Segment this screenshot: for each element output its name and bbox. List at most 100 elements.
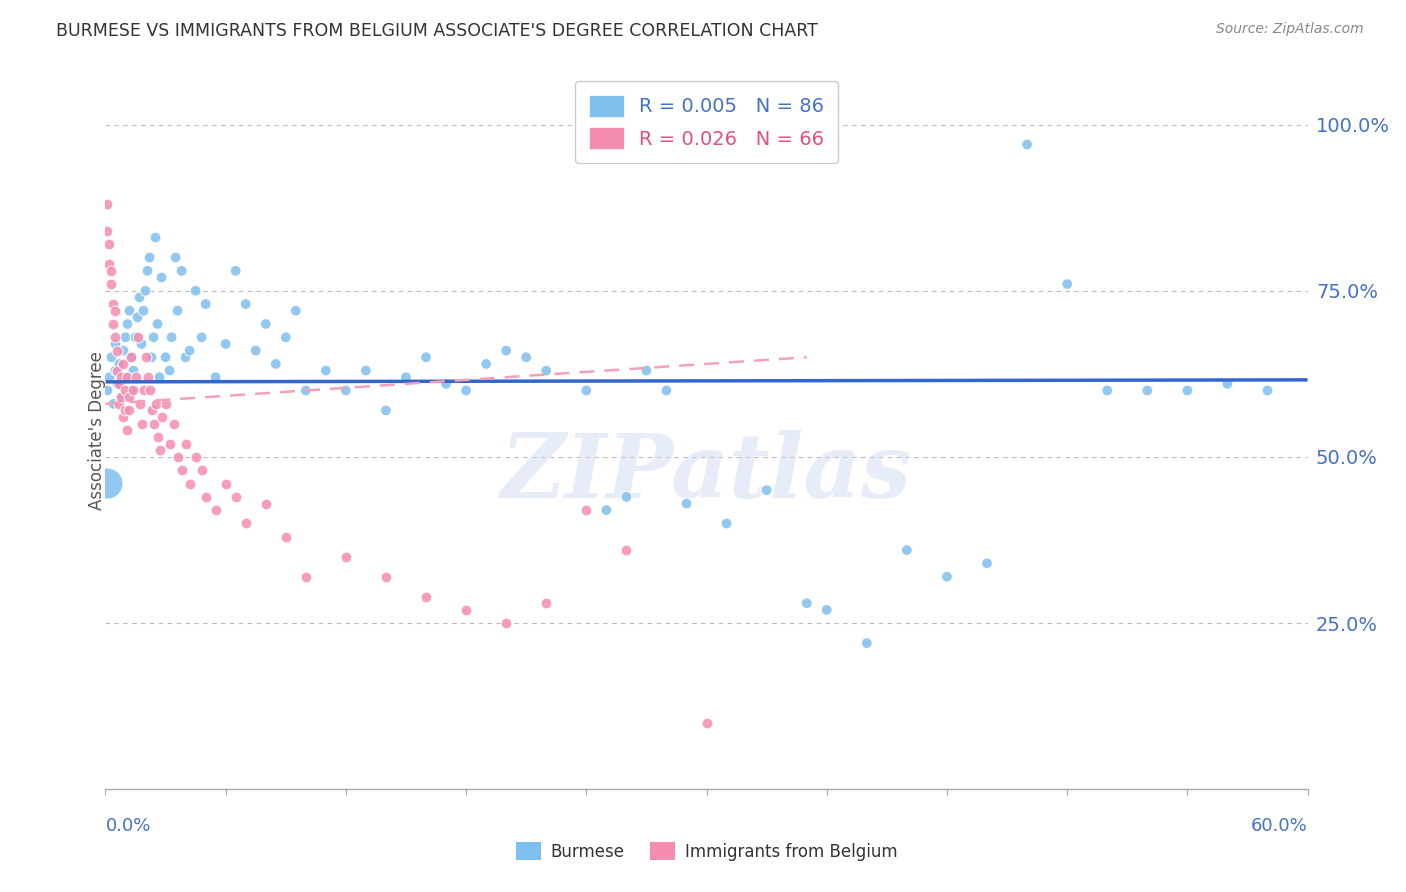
Point bbox=[96, 476, 118, 491]
Point bbox=[254, 317, 277, 331]
Point bbox=[235, 297, 257, 311]
Point bbox=[155, 397, 177, 411]
Point bbox=[122, 384, 145, 398]
Point bbox=[274, 530, 297, 544]
Point bbox=[108, 397, 131, 411]
Point bbox=[495, 343, 517, 358]
Point bbox=[264, 357, 287, 371]
Point bbox=[103, 297, 125, 311]
Point bbox=[145, 397, 167, 411]
Point bbox=[815, 603, 838, 617]
Point bbox=[150, 270, 173, 285]
Point bbox=[104, 337, 127, 351]
Point bbox=[121, 384, 143, 398]
Point bbox=[415, 351, 437, 365]
Point bbox=[575, 384, 598, 398]
Point bbox=[174, 436, 197, 450]
Point bbox=[108, 357, 131, 371]
Point bbox=[235, 516, 257, 531]
Text: Source: ZipAtlas.com: Source: ZipAtlas.com bbox=[1216, 22, 1364, 37]
Point bbox=[112, 357, 135, 371]
Point bbox=[118, 403, 141, 417]
Point bbox=[515, 351, 537, 365]
Point bbox=[98, 257, 121, 271]
Point bbox=[160, 330, 183, 344]
Point bbox=[98, 370, 121, 384]
Point bbox=[225, 490, 247, 504]
Point bbox=[716, 516, 738, 531]
Point bbox=[170, 463, 193, 477]
Point bbox=[131, 417, 153, 431]
Point bbox=[107, 376, 129, 391]
Point bbox=[128, 397, 150, 411]
Point bbox=[138, 251, 160, 265]
Point bbox=[110, 370, 132, 384]
Point bbox=[179, 343, 201, 358]
Point bbox=[121, 351, 143, 365]
Point bbox=[136, 264, 159, 278]
Point bbox=[131, 337, 153, 351]
Point bbox=[148, 443, 170, 458]
Point bbox=[755, 483, 778, 498]
Point bbox=[896, 543, 918, 558]
Point bbox=[174, 351, 197, 365]
Point bbox=[374, 569, 398, 583]
Point bbox=[145, 230, 167, 244]
Point bbox=[395, 370, 418, 384]
Point bbox=[1136, 384, 1159, 398]
Point bbox=[184, 450, 207, 464]
Point bbox=[135, 284, 157, 298]
Point bbox=[1216, 376, 1239, 391]
Point bbox=[141, 351, 163, 365]
Text: BURMESE VS IMMIGRANTS FROM BELGIUM ASSOCIATE'S DEGREE CORRELATION CHART: BURMESE VS IMMIGRANTS FROM BELGIUM ASSOC… bbox=[56, 22, 818, 40]
Point bbox=[315, 363, 337, 377]
Point bbox=[495, 616, 517, 631]
Point bbox=[534, 363, 557, 377]
Point bbox=[155, 351, 177, 365]
Point bbox=[374, 403, 398, 417]
Point bbox=[204, 503, 226, 517]
Point bbox=[107, 343, 129, 358]
Point bbox=[142, 417, 165, 431]
Point bbox=[104, 303, 127, 318]
Point bbox=[534, 596, 557, 610]
Point bbox=[127, 310, 149, 325]
Point bbox=[96, 384, 118, 398]
Point bbox=[141, 403, 163, 417]
Point bbox=[98, 237, 121, 252]
Point bbox=[575, 503, 598, 517]
Point bbox=[274, 330, 297, 344]
Point bbox=[107, 363, 129, 377]
Point bbox=[100, 277, 122, 292]
Point bbox=[146, 430, 169, 444]
Point bbox=[117, 424, 139, 438]
Point bbox=[159, 436, 181, 450]
Legend: Burmese, Immigrants from Belgium: Burmese, Immigrants from Belgium bbox=[509, 836, 904, 867]
Point bbox=[166, 450, 188, 464]
Y-axis label: Associate's Degree: Associate's Degree bbox=[89, 351, 105, 510]
Point bbox=[245, 343, 267, 358]
Point bbox=[138, 384, 160, 398]
Point bbox=[284, 303, 307, 318]
Point bbox=[104, 330, 127, 344]
Point bbox=[100, 351, 122, 365]
Point bbox=[1177, 384, 1199, 398]
Point bbox=[128, 290, 150, 304]
Point bbox=[103, 397, 125, 411]
Point bbox=[225, 264, 247, 278]
Point bbox=[132, 384, 155, 398]
Point bbox=[96, 197, 118, 211]
Point bbox=[121, 351, 143, 365]
Point bbox=[124, 370, 146, 384]
Point bbox=[254, 496, 277, 510]
Point bbox=[184, 284, 207, 298]
Point bbox=[118, 390, 141, 404]
Point bbox=[166, 303, 188, 318]
Point bbox=[135, 351, 157, 365]
Point bbox=[114, 403, 136, 417]
Point bbox=[112, 410, 135, 425]
Point bbox=[165, 251, 187, 265]
Point bbox=[636, 363, 658, 377]
Point bbox=[475, 357, 498, 371]
Point bbox=[100, 264, 122, 278]
